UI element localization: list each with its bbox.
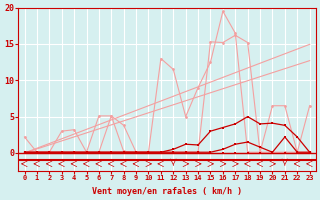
X-axis label: Vent moyen/en rafales ( km/h ): Vent moyen/en rafales ( km/h ) <box>92 187 242 196</box>
